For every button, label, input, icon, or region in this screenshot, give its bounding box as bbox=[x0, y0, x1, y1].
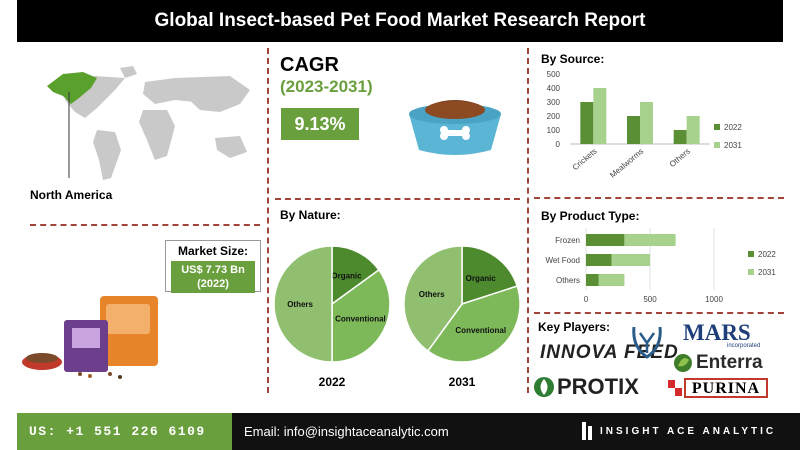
pet-food-bags-illustration bbox=[22, 296, 158, 379]
page-title: Global Insect-based Pet Food Market Rese… bbox=[17, 0, 783, 42]
divider-region bbox=[30, 224, 260, 226]
legend-label-2031: 2031 bbox=[724, 141, 742, 150]
mars-tagline: incorporated bbox=[727, 343, 761, 349]
bar-mealworms-2022 bbox=[627, 116, 640, 144]
legend-swatch-2022 bbox=[714, 124, 720, 130]
enterra-leaf-icon bbox=[674, 354, 692, 372]
divider-product bbox=[534, 312, 784, 314]
y-tick-label: Frozen bbox=[555, 236, 580, 245]
source-heading: By Source: bbox=[541, 52, 605, 66]
market-size-year: (2022) bbox=[197, 278, 229, 290]
x-tick-label: 500 bbox=[643, 295, 657, 304]
pie-year-label: 2031 bbox=[449, 375, 476, 389]
legend-label-2031: 2031 bbox=[758, 268, 776, 277]
key-players-heading: Key Players: bbox=[538, 320, 611, 334]
purina-logo: PURINA bbox=[684, 378, 768, 398]
x-tick-label: 1000 bbox=[705, 295, 723, 304]
north-america-highlight bbox=[47, 72, 97, 104]
contact-email[interactable]: Email: info@insightaceanalytic.com bbox=[244, 424, 449, 439]
protix-icon bbox=[534, 377, 554, 397]
world-map-illustration bbox=[47, 66, 250, 180]
pie-slice-organic-2022 bbox=[331, 245, 380, 306]
divider-left bbox=[267, 48, 269, 393]
bar-others-2022 bbox=[673, 130, 687, 144]
y-tick-label: 200 bbox=[547, 112, 561, 121]
legend-swatch-2022 bbox=[748, 251, 754, 257]
pie-label-conventional: Conventional bbox=[455, 326, 506, 335]
legend-swatch-2031 bbox=[748, 269, 754, 275]
source-bar-chart: 0 100 200 300 400 500 Crickets Mealworms Others 2… bbox=[547, 70, 743, 180]
nature-pie-charts: Organic Conventional Others 2022 Organic Conv… bbox=[273, 245, 520, 389]
product-bar-chart: 0 500 1000 Frozen Wet Food Others 2022 2031 bbox=[545, 228, 776, 304]
pie-slice-organic-2031 bbox=[461, 245, 519, 306]
pie-slice-conventional-2022 bbox=[331, 268, 391, 363]
divider-cagr bbox=[275, 198, 520, 200]
market-size-value: US$ 7.73 Bn bbox=[181, 264, 245, 276]
pie-label-others: Others bbox=[419, 290, 445, 299]
pie-year-label: 2022 bbox=[319, 375, 346, 389]
purina-checkerboard-icon bbox=[668, 380, 682, 396]
cagr-label: CAGR bbox=[280, 54, 339, 76]
divider-right bbox=[527, 48, 529, 393]
pie-label-organic: Organic bbox=[331, 272, 362, 281]
y-tick-label: 400 bbox=[547, 84, 561, 93]
legend-label-2022: 2022 bbox=[758, 250, 776, 259]
bar-crickets-2022 bbox=[580, 102, 594, 144]
pie-slice-others-2031 bbox=[403, 245, 463, 352]
region-label: North America bbox=[30, 188, 113, 202]
y-tick-label: Wet Food bbox=[545, 256, 580, 265]
legend-label-2022: 2022 bbox=[724, 123, 742, 132]
market-size-box: Market Size: US$ 7.73 Bn (2022) bbox=[165, 240, 261, 293]
bar-crickets-2031 bbox=[593, 88, 607, 144]
bar-wet-food-2022 bbox=[586, 254, 612, 266]
pie-label-conventional: Conventional bbox=[335, 314, 386, 323]
bar-wet-food-2031 bbox=[611, 254, 650, 266]
divider-source bbox=[534, 197, 784, 199]
x-tick-label: Crickets bbox=[571, 147, 599, 172]
x-tick-label: 0 bbox=[584, 295, 589, 304]
mars-logo: MARS bbox=[683, 320, 751, 345]
bar-frozen-2031 bbox=[624, 234, 676, 246]
market-size-heading: Market Size: bbox=[177, 244, 249, 258]
bar-others-2031 bbox=[686, 116, 700, 144]
pie-slice-conventional-2031 bbox=[426, 285, 520, 363]
market-size-value-box: US$ 7.73 Bn (2022) bbox=[171, 261, 255, 293]
x-tick-label: Others bbox=[668, 147, 692, 169]
nature-heading: By Nature: bbox=[280, 208, 341, 222]
legend-swatch-2031 bbox=[714, 142, 720, 148]
y-tick-label: 500 bbox=[547, 70, 561, 79]
product-heading: By Product Type: bbox=[541, 209, 640, 223]
insightace-logo-icon bbox=[582, 422, 592, 440]
pie-label-organic: Organic bbox=[466, 274, 497, 283]
x-tick-label: Mealworms bbox=[608, 147, 645, 180]
pet-bowl-illustration bbox=[409, 100, 501, 155]
bar-frozen-2022 bbox=[586, 234, 625, 246]
y-tick-label: 100 bbox=[547, 126, 561, 135]
enterra-logo: Enterra bbox=[696, 352, 763, 373]
y-tick-label: 0 bbox=[556, 140, 561, 149]
cagr-value: 9.13% bbox=[281, 108, 359, 140]
y-tick-label: 300 bbox=[547, 98, 561, 107]
footer-bar: Email: info@insightaceanalytic.com INSIG… bbox=[232, 413, 800, 450]
pie-slice-others-2022 bbox=[273, 245, 333, 363]
bar-others-2031 bbox=[598, 274, 625, 286]
phone-number: US: +1 551 226 6109 bbox=[17, 413, 232, 450]
brand-name: INSIGHT ACE ANALYTIC bbox=[600, 426, 777, 437]
cagr-period: (2023-2031) bbox=[280, 77, 373, 96]
innova-logo: INNOVA FEED bbox=[540, 342, 679, 363]
protix-logo: PROTIX bbox=[557, 374, 639, 399]
y-tick-label: Others bbox=[556, 276, 580, 285]
enterra-symbol-icon bbox=[632, 326, 662, 359]
pie-label-others: Others bbox=[287, 300, 313, 309]
bar-others-2022 bbox=[586, 274, 599, 286]
bar-mealworms-2031 bbox=[640, 102, 653, 144]
